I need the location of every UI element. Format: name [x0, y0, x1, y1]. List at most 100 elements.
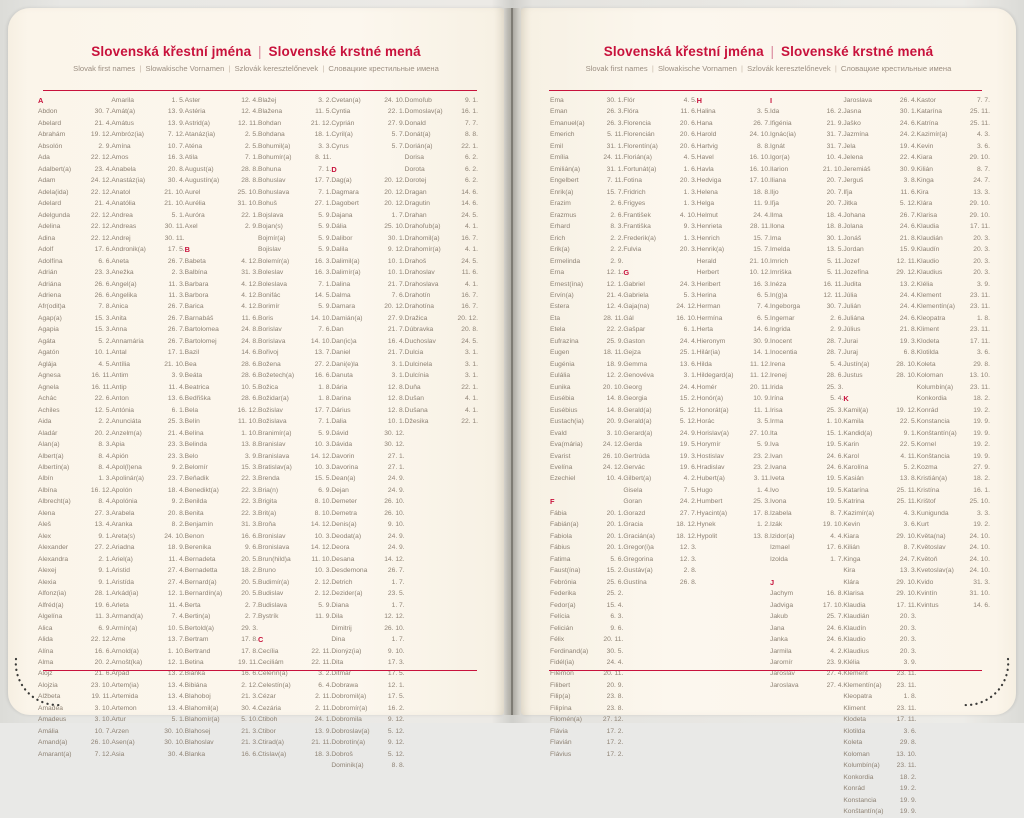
- spacer-row: [623, 588, 696, 599]
- name-label: Dan: [331, 326, 344, 334]
- name-entry-row: Iveta 19. 5.: [770, 473, 843, 484]
- name-entry-row: Hana 26. 7.: [697, 118, 770, 129]
- name-entry-row: Estera 12. 4.: [550, 301, 623, 312]
- name-entry-row: Bolemír(a) 16. 3.: [258, 256, 331, 267]
- name-day-date: 8. 8.: [391, 762, 405, 770]
- name-day-date: 21. 12.: [310, 119, 332, 127]
- name-entry-row: Kozma 27. 9.: [917, 462, 990, 473]
- name-label: Cecília: [257, 647, 279, 655]
- name-entry-row: Jana 24. 6.: [770, 623, 843, 634]
- name-entry-row: Izák 19. 10.: [770, 519, 843, 530]
- name-day-date: 20. 3.: [973, 234, 990, 242]
- name-day-date: 5. 9.: [318, 223, 332, 231]
- name-label: Flór: [623, 97, 635, 104]
- name-day-date: 10. 3.: [314, 441, 332, 449]
- name-label: Blahoslav: [184, 739, 214, 747]
- name-day-date: 26. 7.: [753, 119, 770, 127]
- name-label: Bohumil(a): [257, 142, 291, 150]
- name-entry-row: Deora 24. 9.: [331, 542, 404, 553]
- name-label: Aster: [184, 97, 201, 104]
- name-entry-row: Bertram 17. 8.: [185, 634, 258, 645]
- name-day-date: 18. 9.: [167, 544, 185, 552]
- name-label: Ilma: [769, 211, 783, 219]
- name-entry-row: Janka 24. 6.: [770, 634, 843, 645]
- right-page-header: Slovenská křestní jména | Slovenské krst…: [521, 44, 1016, 73]
- name-entry-row: Jerguš 3. 8.: [843, 175, 916, 186]
- name-day-date: 5. 7.: [391, 131, 405, 139]
- name-day-date: 16. 6.: [94, 647, 112, 655]
- name-day-date: 22. 12.: [90, 154, 112, 162]
- name-entry-row: Demetra 26. 10.: [331, 508, 404, 519]
- name-day-date: 26. 6.: [94, 280, 112, 288]
- name-entry-row: Herina 6. 5.: [697, 290, 770, 301]
- name-day-date: 30. 9.: [753, 337, 770, 345]
- name-entry-row: Alma 20. 2.: [38, 657, 111, 668]
- name-day-date: 22. 12.: [90, 234, 112, 242]
- name-label: Aida: [38, 418, 52, 426]
- name-label: Duchoslav: [404, 337, 436, 345]
- name-label: Damara: [331, 303, 356, 311]
- name-day-date: 30. 1.: [606, 97, 624, 104]
- name-entry-row: Alfréd(a) 19. 6.: [38, 600, 111, 611]
- name-entry-row: Gerald(a) 5. 12.: [623, 405, 696, 416]
- name-day-date: 30. 7.: [94, 108, 112, 116]
- name-label: Domoľub: [404, 97, 432, 104]
- name-entry-row: Anabela 20. 8.: [111, 164, 184, 175]
- page-title-sk: Slovenské krstné mená: [781, 44, 934, 59]
- name-entry-row: Dušan 4. 1.: [405, 393, 478, 404]
- name-entry-row: Bria(n) 6. 9.: [258, 485, 331, 496]
- name-entry-row: Bertold(a) 29. 3.: [185, 623, 258, 634]
- name-label: Gaston: [623, 337, 645, 345]
- name-entry-row: Izolda 1. 7.: [770, 554, 843, 565]
- name-label: Astrid(a): [184, 119, 210, 127]
- name-entry-row: Dalila 9. 12.: [331, 244, 404, 255]
- name-day-date: 22. 5.: [899, 418, 917, 426]
- name-entry-row: Erazmus 2. 6.: [550, 210, 623, 221]
- name-day-date: 14. 8.: [606, 395, 624, 403]
- name-entry-row: Anatólia 21. 10.: [111, 198, 184, 209]
- name-label: Klaudián: [916, 234, 943, 242]
- name-label: Denis(a): [331, 521, 357, 529]
- name-entry-row: Amália 10. 7.: [38, 726, 111, 737]
- name-day-date: 24. 8.: [241, 326, 258, 334]
- name-label: Aténa: [184, 142, 203, 150]
- name-entry-row: Flavián 17. 2.: [550, 737, 623, 748]
- name-entry-row: Bertin(a) 2. 7.: [185, 611, 258, 622]
- name-day-date: 20. 3.: [899, 647, 917, 655]
- name-entry-row: Dita 17. 3.: [331, 657, 404, 668]
- name-entry-row: Klára 29. 10.: [917, 198, 990, 209]
- name-entry-row: Hilár(ia) 14. 1.: [697, 347, 770, 358]
- name-label: Darina: [331, 395, 352, 403]
- name-day-date: 19. 5.: [826, 486, 844, 494]
- name-entry-row: Kolumbín(a) 23. 11.: [843, 760, 916, 771]
- name-entry-row: Juliána 24. 6.: [843, 313, 916, 324]
- name-entry-row: Armand(a) 7. 4.: [111, 611, 184, 622]
- name-day-date: 19. 3.: [899, 337, 917, 345]
- letter-label: G: [623, 268, 630, 278]
- name-label: Bertin(a): [184, 613, 211, 621]
- name-day-date: 5. 1.: [171, 211, 185, 219]
- name-day-date: 23. 11.: [896, 681, 917, 689]
- name-entry-row: Dulcinela 3. 1.: [405, 359, 478, 370]
- name-day-date: 4. 12.: [241, 303, 258, 311]
- name-day-date: 21. 4.: [94, 200, 112, 208]
- name-day-date: 20. 6.: [679, 119, 697, 127]
- name-day-date: 26. 7.: [167, 303, 185, 311]
- name-entry-row: Irenej 28. 6.: [770, 370, 843, 381]
- name-label: Bernadeta: [184, 555, 216, 563]
- name-label: Gracián(a): [623, 532, 655, 540]
- name-entry-row: Anica 26. 7.: [111, 301, 184, 312]
- name-label: Ctirad(a): [257, 739, 284, 747]
- name-label: Anatólia: [111, 200, 136, 208]
- name-label: Aladár: [38, 429, 58, 437]
- name-label: Anatol: [111, 188, 131, 196]
- name-label: Anunciáta: [111, 418, 142, 426]
- name-day-date: 24. 12.: [602, 441, 624, 449]
- name-entry-row: Hildegard(a) 11. 12.: [697, 370, 770, 381]
- name-day-date: 1. 3.: [683, 200, 697, 208]
- name-label: Hostislav: [696, 452, 724, 460]
- name-entry-row: Ctiboh 24. 1.: [258, 714, 331, 725]
- name-day-date: 2. 11.: [315, 704, 332, 712]
- name-label: Dragan: [404, 188, 427, 196]
- name-entry-row: Gabriel 24. 3.: [623, 279, 696, 290]
